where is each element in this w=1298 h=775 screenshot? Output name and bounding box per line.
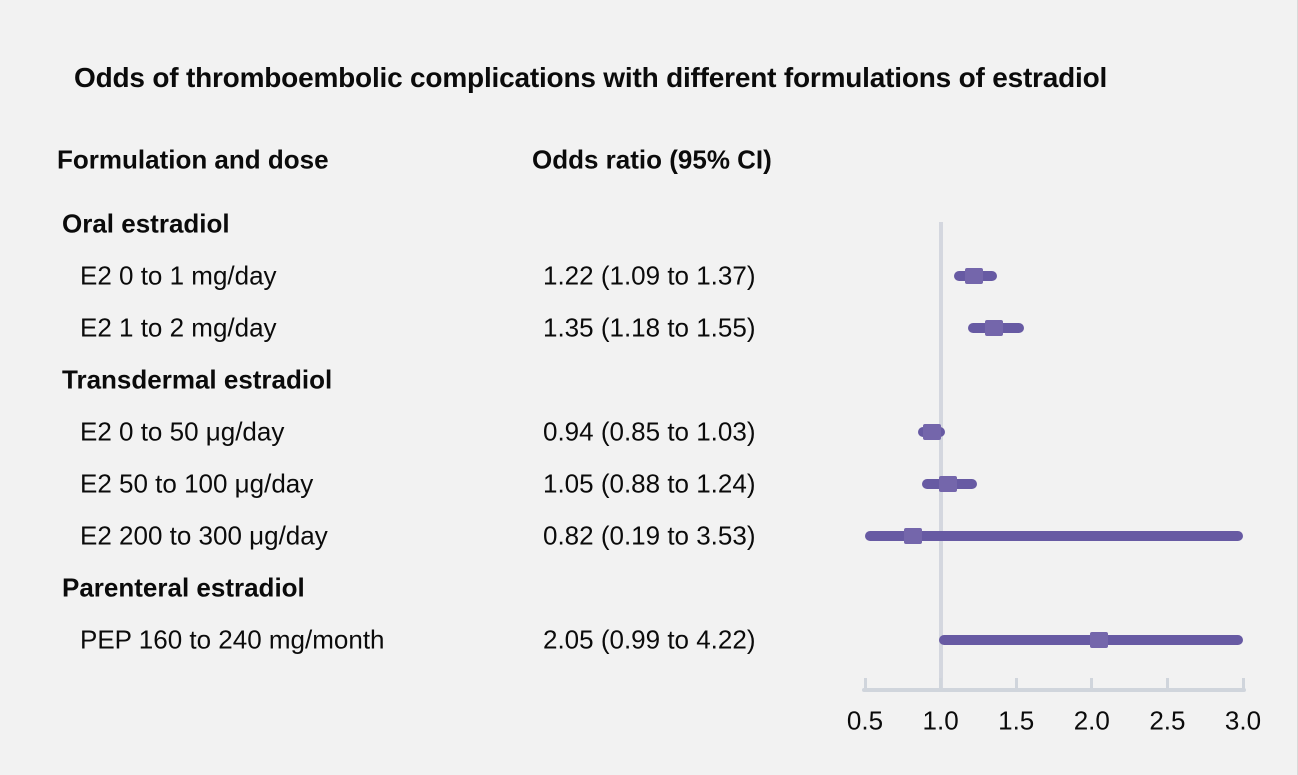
- odds-ratio-marker: [984, 320, 1003, 336]
- x-axis-tick-mark: [1090, 678, 1094, 689]
- row-odds-ratio-value: 1.05 (0.88 to 1.24): [543, 468, 756, 499]
- x-axis-tick-mark: [1165, 678, 1169, 689]
- x-axis-tick-label: 1.5: [998, 705, 1035, 736]
- x-axis-line: [862, 688, 1246, 692]
- row-label: Transdermal estradiol: [62, 364, 333, 395]
- x-axis-tick-label: 0.5: [846, 705, 884, 736]
- x-axis-tick-mark: [1014, 678, 1018, 689]
- row-odds-ratio-value: 0.82 (0.19 to 3.53): [543, 520, 756, 551]
- confidence-interval-bar: [865, 531, 1243, 541]
- row-odds-ratio-value: 0.94 (0.85 to 1.03): [543, 416, 756, 447]
- odds-ratio-marker: [964, 268, 983, 284]
- row-odds-ratio-value: 1.22 (1.09 to 1.37): [543, 260, 756, 291]
- row-label: PEP 160 to 240 mg/month: [80, 624, 385, 655]
- x-axis-tick-mark: [939, 678, 943, 689]
- odds-ratio-marker: [904, 528, 923, 544]
- column-header-odds-ratio: Odds ratio (95% CI): [532, 144, 772, 175]
- row-odds-ratio-value: 2.05 (0.99 to 4.22): [543, 624, 756, 655]
- row-label: E2 0 to 1 mg/day: [80, 260, 277, 291]
- row-label: Parenteral estradiol: [62, 572, 305, 603]
- x-axis-tick-mark: [1241, 678, 1245, 689]
- row-label: E2 50 to 100 μg/day: [80, 468, 314, 499]
- x-axis-tick-label: 1.0: [922, 705, 959, 736]
- chart-title: Odds of thromboembolic complications wit…: [74, 62, 1108, 93]
- column-header-formulation: Formulation and dose: [57, 144, 329, 175]
- row-label: E2 1 to 2 mg/day: [80, 312, 277, 343]
- odds-ratio-marker: [939, 476, 958, 492]
- x-axis-tick-label: 3.0: [1224, 705, 1262, 736]
- odds-ratio-marker: [1090, 632, 1109, 648]
- odds-ratio-marker: [922, 424, 941, 440]
- row-label: E2 0 to 50 μg/day: [80, 416, 285, 447]
- reference-line-or-1: [938, 222, 943, 688]
- x-axis-tick-mark: [863, 678, 867, 689]
- row-label: Oral estradiol: [62, 208, 230, 239]
- x-axis-tick-label: 2.5: [1149, 705, 1186, 736]
- row-label: E2 200 to 300 μg/day: [80, 520, 328, 551]
- x-axis-tick-label: 2.0: [1073, 705, 1110, 736]
- row-odds-ratio-value: 1.35 (1.18 to 1.55): [543, 312, 756, 343]
